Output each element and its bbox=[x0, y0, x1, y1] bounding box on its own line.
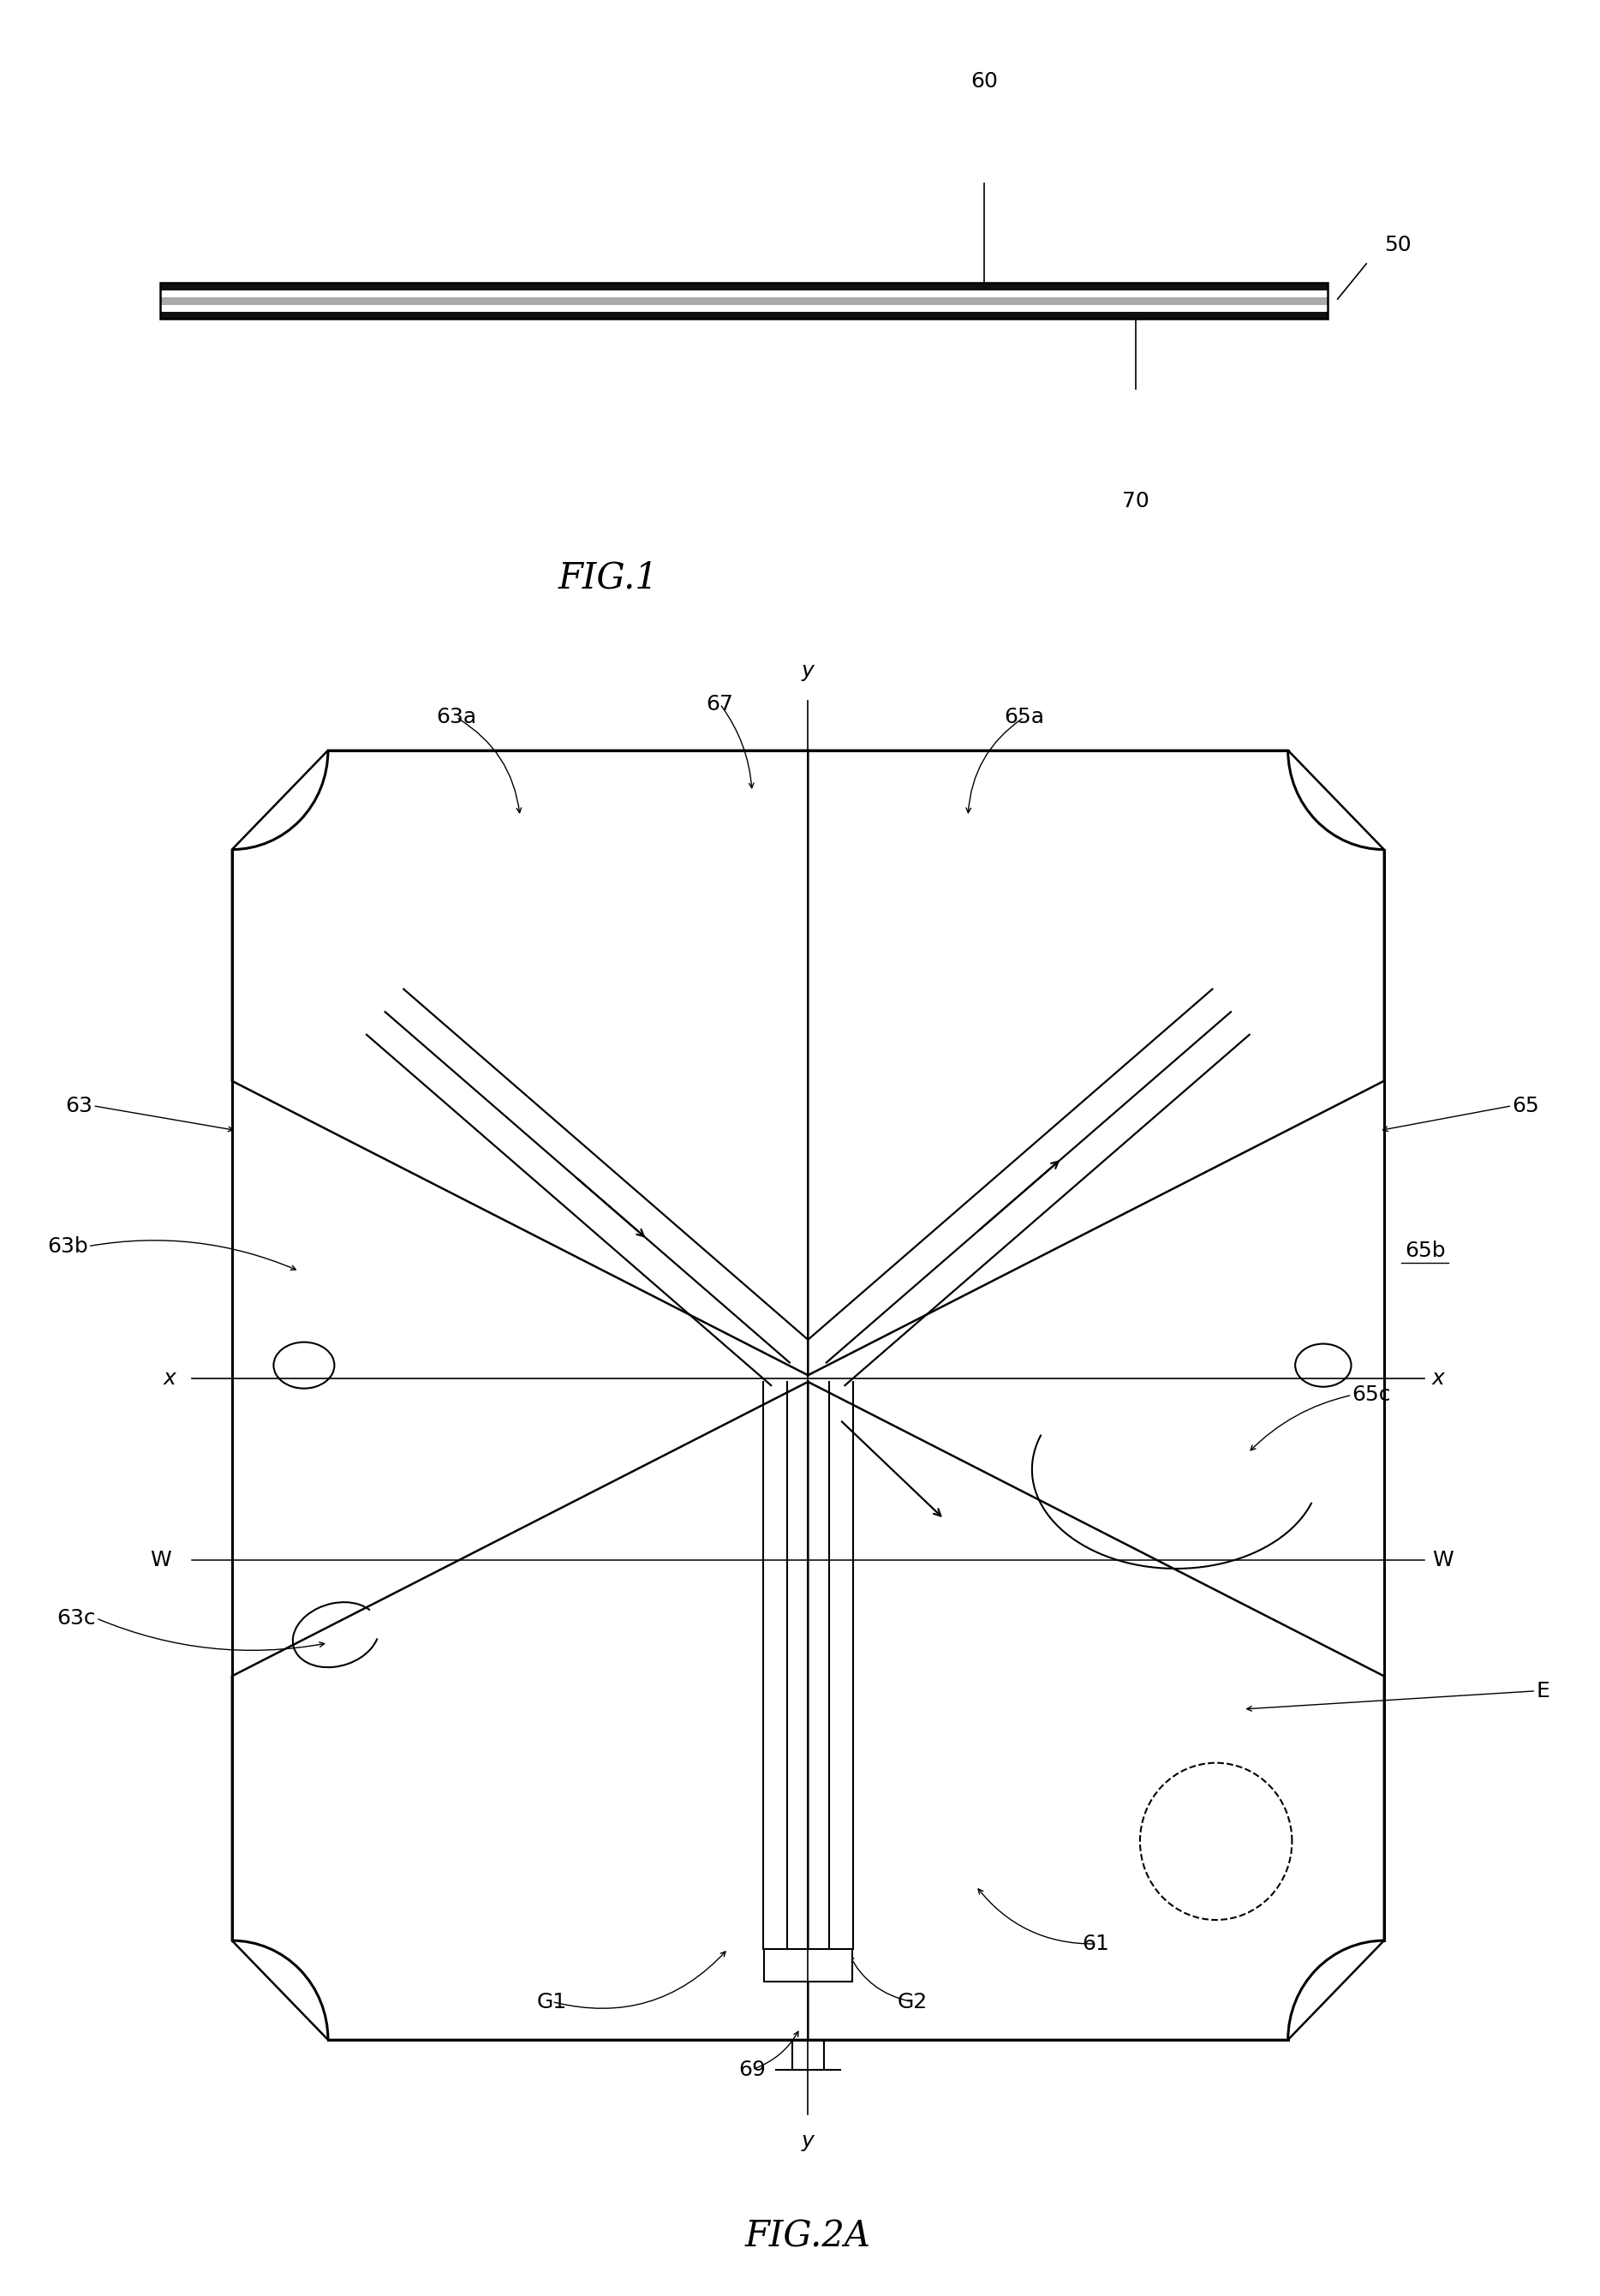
Text: G2: G2 bbox=[898, 1991, 926, 2011]
Polygon shape bbox=[808, 751, 1384, 1375]
Text: 65b: 65b bbox=[1405, 1240, 1445, 1261]
Text: 60: 60 bbox=[970, 71, 998, 92]
Text: y: y bbox=[802, 661, 814, 682]
Text: 61: 61 bbox=[1082, 1933, 1110, 1954]
Text: x: x bbox=[1432, 1368, 1445, 1389]
Text: E: E bbox=[1536, 1681, 1549, 1701]
Text: 63a: 63a bbox=[435, 707, 477, 728]
Text: 67: 67 bbox=[706, 693, 734, 714]
Text: y: y bbox=[802, 2131, 814, 2151]
Bar bbox=[160, 305, 1328, 312]
Bar bbox=[160, 298, 1328, 305]
Text: 50: 50 bbox=[1384, 234, 1411, 255]
Text: FIG.2A: FIG.2A bbox=[746, 2218, 870, 2255]
Text: 63: 63 bbox=[66, 1095, 93, 1116]
Text: 70: 70 bbox=[1123, 491, 1149, 512]
Polygon shape bbox=[232, 1382, 808, 2039]
Text: W: W bbox=[1432, 1550, 1453, 1570]
Bar bbox=[160, 312, 1328, 319]
Polygon shape bbox=[232, 751, 808, 1375]
Text: 65: 65 bbox=[1512, 1095, 1539, 1116]
Text: 63c: 63c bbox=[58, 1607, 96, 1628]
Text: G1: G1 bbox=[538, 1991, 566, 2011]
Bar bbox=[232, 751, 1384, 2039]
Text: FIG.1: FIG.1 bbox=[558, 560, 658, 595]
Bar bbox=[160, 282, 1328, 319]
Text: 65c: 65c bbox=[1352, 1384, 1390, 1405]
Text: W: W bbox=[150, 1550, 171, 1570]
Bar bbox=[765, 1949, 851, 1981]
Text: 69: 69 bbox=[738, 2060, 766, 2080]
Polygon shape bbox=[808, 1382, 1384, 2039]
Bar bbox=[160, 282, 1328, 289]
Text: x: x bbox=[163, 1368, 176, 1389]
Bar bbox=[160, 289, 1328, 298]
Text: 63b: 63b bbox=[46, 1235, 88, 1256]
Text: 65a: 65a bbox=[1003, 707, 1045, 728]
